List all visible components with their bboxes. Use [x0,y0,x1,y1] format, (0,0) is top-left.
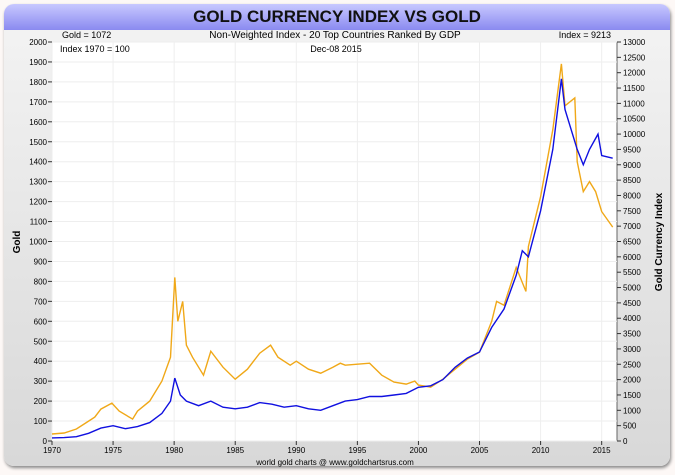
y2-tick-label: 10500 [623,115,646,124]
x-tick-label: 1990 [287,446,305,455]
y-tick-label: 900 [34,257,48,266]
y-tick-label: 1000 [29,238,47,247]
y-tick-label: 1700 [29,98,47,107]
y2-tick-label: 5500 [623,268,641,277]
x-tick-label: 2000 [410,446,428,455]
y2-tick-label: 10000 [623,130,646,139]
chart-title: GOLD CURRENCY INDEX VS GOLD [4,4,670,30]
y2-tick-label: 2000 [623,376,641,385]
y-tick-label: 700 [34,297,48,306]
x-tick-label: 1970 [43,446,61,455]
y2-tick-label: 12500 [623,53,646,62]
y-tick-label: 400 [34,357,48,366]
y2-tick-label: 11500 [623,84,645,93]
index-series-line [51,78,613,439]
y-tick-label: 600 [34,317,48,326]
y2-tick-label: 13000 [623,38,646,47]
y-tick-label: 1500 [29,138,47,147]
y-tick-label: 0 [43,437,48,446]
y-tick-label: 1600 [29,118,47,127]
x-tick-label: 2015 [593,446,611,455]
y-tick-label: 1800 [29,78,47,87]
gold-series-line [51,63,614,435]
y-tick-label: 300 [34,377,48,386]
y2-tick-label: 9000 [623,161,641,170]
y2-tick-label: 500 [623,422,637,431]
y-tick-label: 1300 [29,178,47,187]
date-label: Dec-08 2015 [310,44,362,54]
y2-tick-label: 4500 [623,299,641,308]
y2-axis-label: Gold Currency Index [654,192,665,291]
y-tick-label: 1100 [30,218,48,227]
x-tick-label: 2005 [471,446,489,455]
x-tick-label: 1975 [104,446,122,455]
y2-tick-label: 9500 [623,145,641,154]
index-value-label: Index = 9213 [559,30,611,40]
y2-tick-label: 7000 [623,222,641,231]
y2-tick-label: 11000 [623,99,645,108]
y2-tick-label: 4000 [623,314,641,323]
y-tick-label: 200 [34,397,48,406]
y-tick-label: 800 [34,277,48,286]
y-tick-label: 1200 [29,198,47,207]
gold-value-label: Gold = 1072 [62,30,111,40]
y-tick-label: 500 [34,337,48,346]
y-tick-label: 1900 [29,58,47,67]
y2-tick-label: 8500 [623,176,641,185]
base-label: Index 1970 = 100 [60,44,130,54]
x-tick-label: 2010 [532,446,550,455]
y2-tick-label: 8000 [623,191,641,200]
x-tick-label: 1985 [226,446,244,455]
y2-tick-label: 7500 [623,207,641,216]
y2-tick-label: 6500 [623,238,641,247]
y2-tick-label: 6000 [623,253,641,262]
y2-tick-label: 1000 [623,406,641,415]
y2-tick-label: 12000 [623,69,646,78]
y2-tick-label: 0 [623,437,628,446]
y-axis-label: Gold [12,231,23,254]
y2-tick-label: 1500 [623,391,641,400]
y2-tick-label: 3500 [623,330,641,339]
chart-subtitle: Non-Weighted Index - 20 Top Countries Ra… [209,30,461,41]
y2-tick-label: 3000 [623,345,641,354]
y-tick-label: 2000 [29,38,47,47]
x-tick-label: 1980 [165,446,183,455]
y2-tick-label: 2500 [623,360,641,369]
y-tick-label: 1400 [29,158,47,167]
footer-credit: world gold charts @ www.goldchartsrus.co… [255,458,414,467]
y-tick-label: 100 [34,417,48,426]
y2-tick-label: 5000 [623,284,641,293]
x-tick-label: 1995 [348,446,366,455]
